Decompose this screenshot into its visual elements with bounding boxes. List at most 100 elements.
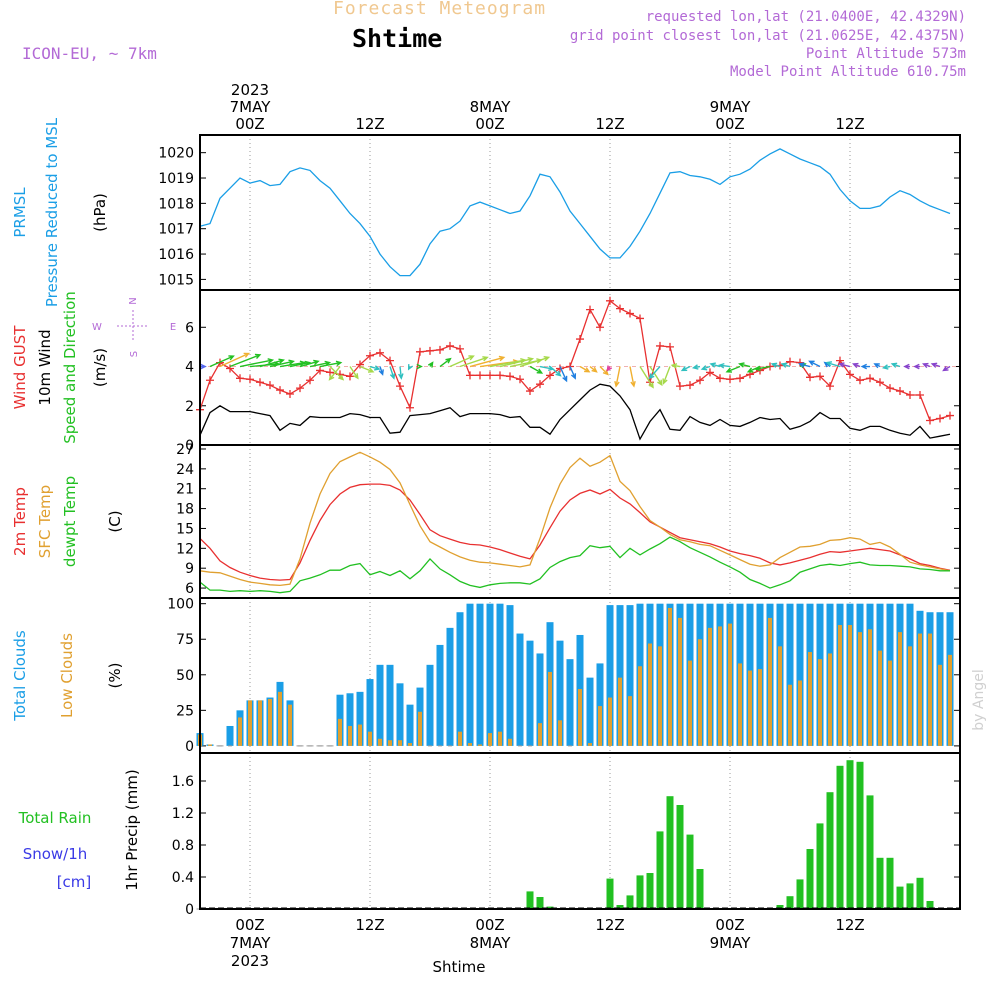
- bar-total-rain: [786, 896, 794, 909]
- wind-direction-arrow: [700, 365, 711, 371]
- bar-low-clouds: [668, 607, 672, 746]
- gust-marker: [546, 371, 554, 380]
- wind-direction-arrow: [873, 363, 881, 369]
- gust-marker: [366, 351, 374, 360]
- footer-location-label: Shtime: [433, 958, 486, 976]
- y-axis-label: Low Clouds: [58, 633, 76, 718]
- wind-direction-arrow: [680, 365, 691, 372]
- y-tick-label: 1020: [158, 146, 194, 162]
- bar-low-clouds: [888, 660, 892, 746]
- compass-north: N: [128, 297, 139, 304]
- bar-total-clouds: [486, 603, 494, 746]
- bar-low-clouds: [498, 731, 502, 746]
- bar-low-clouds: [808, 652, 812, 746]
- bar-low-clouds: [258, 700, 262, 746]
- bar-low-clouds: [638, 666, 642, 746]
- bar-low-clouds: [918, 633, 922, 746]
- bar-total-rain: [816, 823, 824, 909]
- wind-direction-arrow: [219, 352, 251, 368]
- wind-direction-arrow: [770, 362, 781, 368]
- bar-low-clouds: [648, 643, 652, 746]
- wind-direction-arrow: [662, 366, 671, 385]
- top-time-label: 8MAY: [470, 98, 512, 116]
- bar-total-rain: [836, 765, 844, 909]
- bar-low-clouds: [708, 627, 712, 746]
- bar-low-clouds: [768, 617, 772, 746]
- y-tick-label: 0: [185, 739, 194, 755]
- gust-marker: [316, 366, 324, 375]
- gust-marker: [816, 372, 824, 381]
- bar-low-clouds: [538, 723, 542, 746]
- wind-direction-arrow: [606, 365, 613, 372]
- legend-snow-units: [cm]: [57, 873, 92, 891]
- bar-total-rain: [926, 901, 934, 909]
- gust-marker: [206, 376, 214, 385]
- y-tick-label: 0: [185, 438, 194, 454]
- wind-direction-arrow: [239, 358, 275, 368]
- gust-marker: [596, 323, 604, 332]
- gust-marker: [446, 341, 454, 350]
- gust-marker: [616, 304, 624, 313]
- bar-low-clouds: [488, 733, 492, 746]
- bar-low-clouds: [478, 744, 482, 746]
- wind-direction-arrow: [942, 365, 951, 372]
- bar-total-rain: [536, 897, 544, 909]
- bar-low-clouds: [628, 696, 632, 746]
- bar-low-clouds: [928, 633, 932, 746]
- gust-marker: [686, 381, 694, 390]
- bar-total-clouds: [226, 725, 234, 746]
- bar-low-clouds: [658, 646, 662, 746]
- panel-frame: [199, 289, 961, 446]
- gust-marker: [666, 342, 674, 351]
- compass-cross: [117, 310, 149, 342]
- wind-direction-arrow: [629, 366, 636, 388]
- bar-low-clouds: [938, 664, 942, 746]
- bar-low-clouds: [548, 671, 552, 746]
- top-time-label: 9MAY: [710, 98, 752, 116]
- gust-marker: [716, 374, 724, 383]
- bar-total-rain: [656, 831, 664, 909]
- bar-low-clouds: [588, 743, 592, 746]
- wind-direction-arrow: [499, 356, 535, 368]
- wind-direction-arrow: [825, 361, 841, 368]
- wind-direction-arrow: [328, 366, 341, 381]
- bar-total-clouds: [496, 603, 504, 746]
- bar-total-rain: [626, 895, 634, 909]
- bar-total-clouds: [376, 664, 384, 746]
- bar-low-clouds: [948, 654, 952, 746]
- bar-total-rain: [686, 834, 694, 909]
- bottom-time-label: 7MAY: [230, 934, 272, 952]
- wind-direction-arrow: [569, 366, 577, 380]
- bar-low-clouds: [368, 731, 372, 746]
- wind-direction-arrow: [930, 362, 941, 368]
- bar-total-rain: [526, 891, 534, 909]
- compass-east: E: [170, 322, 176, 333]
- y-tick-label: 18: [176, 502, 194, 518]
- bar-total-clouds: [526, 640, 534, 746]
- wind-direction-arrow: [519, 356, 551, 368]
- y-axis-label: Pressure Reduced to MSL: [43, 117, 61, 307]
- gust-marker: [406, 403, 414, 412]
- bar-total-clouds: [616, 605, 624, 746]
- gust-marker: [386, 356, 394, 365]
- wind-direction-arrow: [369, 365, 381, 371]
- wind-direction-arrow: [614, 366, 621, 388]
- gust-marker: [886, 384, 894, 393]
- bar-low-clouds: [408, 743, 412, 746]
- y-tick-label: 0.4: [172, 870, 194, 886]
- legend-total-rain: Total Rain: [18, 809, 92, 827]
- bar-total-clouds: [366, 679, 374, 746]
- bar-total-clouds: [536, 653, 544, 746]
- bar-total-clouds: [436, 644, 444, 746]
- y-tick-label: 24: [176, 462, 194, 478]
- wind-direction-arrow: [349, 366, 359, 380]
- bar-low-clouds: [898, 632, 902, 746]
- gust-marker: [466, 371, 474, 380]
- gust-marker: [556, 364, 564, 373]
- wind-direction-arrow: [852, 362, 861, 369]
- series-line-2m-temp: [199, 483, 951, 581]
- bar-total-rain: [826, 792, 834, 909]
- bar-total-rain: [896, 886, 904, 909]
- wind-direction-arrow: [798, 362, 811, 368]
